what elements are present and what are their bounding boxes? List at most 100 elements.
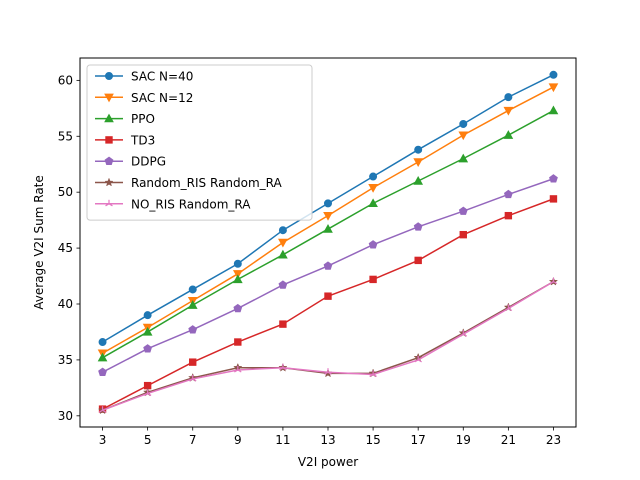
plot-area <box>97 70 559 415</box>
y-tick-label: 40 <box>58 297 73 311</box>
legend-entry: NO_RIS Random_RA <box>95 197 251 211</box>
x-tick-label: 13 <box>320 433 335 447</box>
y-tick-label: 45 <box>58 241 73 255</box>
data-point <box>188 325 198 334</box>
data-point <box>233 259 242 268</box>
data-point <box>458 206 468 215</box>
data-point <box>98 338 107 347</box>
data-point <box>233 303 243 313</box>
data-point <box>234 365 242 373</box>
data-point <box>503 130 514 139</box>
data-point <box>324 292 332 300</box>
data-point <box>98 406 107 413</box>
legend-label: SAC N=12 <box>131 91 193 105</box>
data-point <box>413 175 424 185</box>
legend-entry: TD3 <box>95 133 155 147</box>
data-point <box>369 370 377 377</box>
data-point <box>188 374 197 382</box>
data-point <box>413 222 423 231</box>
data-point <box>549 195 558 203</box>
x-tick-label: 17 <box>411 433 426 447</box>
legend-label: SAC N=40 <box>131 70 193 84</box>
legend-marker <box>104 93 114 103</box>
data-point <box>369 275 377 284</box>
x-tick-label: 5 <box>144 433 152 447</box>
data-point <box>549 277 558 285</box>
data-point <box>232 270 243 279</box>
series-ppo <box>97 105 559 362</box>
data-point <box>143 311 152 320</box>
legend-entry: SAC N=40 <box>95 70 193 84</box>
legend-marker <box>104 113 114 123</box>
data-point <box>278 280 288 289</box>
y-tick-label: 50 <box>58 185 73 199</box>
data-point <box>504 93 513 102</box>
data-point <box>143 389 152 396</box>
y-axis: 30 35 40 45 50 55 60 <box>58 73 80 423</box>
data-point <box>368 198 378 208</box>
legend-label: NO_RIS Random_RA <box>131 197 251 211</box>
data-point <box>189 358 197 366</box>
legend-marker <box>105 136 113 144</box>
legend-marker <box>105 199 113 207</box>
legend-entry: SAC N=12 <box>95 91 193 105</box>
y-axis-label: Average V2I Sum Rate <box>32 175 46 310</box>
legend-box <box>86 64 313 221</box>
data-point <box>459 230 467 239</box>
data-point <box>504 211 513 220</box>
data-point <box>413 158 424 168</box>
x-tick-label: 23 <box>546 433 561 447</box>
x-tick-label: 11 <box>275 433 290 447</box>
x-tick-label: 7 <box>189 433 197 447</box>
data-point <box>549 70 558 79</box>
data-point <box>458 131 469 141</box>
data-point <box>323 224 333 233</box>
data-point <box>369 172 378 181</box>
legend-label: TD3 <box>130 133 155 147</box>
legend-marker <box>104 177 114 187</box>
data-point <box>414 355 422 363</box>
data-point <box>278 238 288 248</box>
data-point <box>97 352 108 362</box>
data-point <box>279 363 287 371</box>
x-tick-label: 3 <box>99 433 107 447</box>
data-point <box>414 145 423 154</box>
data-point <box>458 153 469 163</box>
data-point <box>278 249 288 259</box>
data-point <box>278 226 287 235</box>
data-point <box>368 240 378 249</box>
data-point <box>548 83 559 93</box>
data-point <box>459 330 468 337</box>
data-point <box>503 189 513 199</box>
legend: SAC N=40 SAC N=12 PPO TD3 DDPG Random_RIS Ran… <box>86 64 313 221</box>
x-tick-label: 9 <box>234 433 242 447</box>
data-point <box>142 326 153 336</box>
data-point <box>279 320 287 328</box>
data-point <box>188 285 197 294</box>
data-point <box>234 338 242 346</box>
data-point <box>368 184 378 193</box>
legend-entry: PPO <box>95 112 155 126</box>
data-point <box>459 119 468 128</box>
data-point <box>143 344 153 353</box>
data-point <box>549 174 558 183</box>
data-point <box>323 211 333 221</box>
data-point <box>324 368 332 375</box>
x-axis: 3 5 7 9 11 13 15 17 19 21 23 <box>99 427 561 447</box>
x-tick-label: 15 <box>365 433 380 447</box>
data-point <box>503 106 514 116</box>
legend-entry: Random_RIS Random_RA <box>95 176 283 190</box>
x-tick-label: 21 <box>501 433 516 447</box>
data-point <box>414 256 422 265</box>
legend-label: Random_RIS Random_RA <box>131 176 283 190</box>
data-point <box>504 304 513 311</box>
y-tick-label: 35 <box>58 353 73 367</box>
data-point <box>324 199 332 208</box>
legend-label: PPO <box>131 112 155 126</box>
legend-entry: DDPG <box>95 155 166 169</box>
series-no-ris-random-ra <box>98 277 558 413</box>
y-tick-label: 55 <box>58 129 73 143</box>
data-point <box>98 367 107 376</box>
y-tick-label: 30 <box>58 409 73 423</box>
